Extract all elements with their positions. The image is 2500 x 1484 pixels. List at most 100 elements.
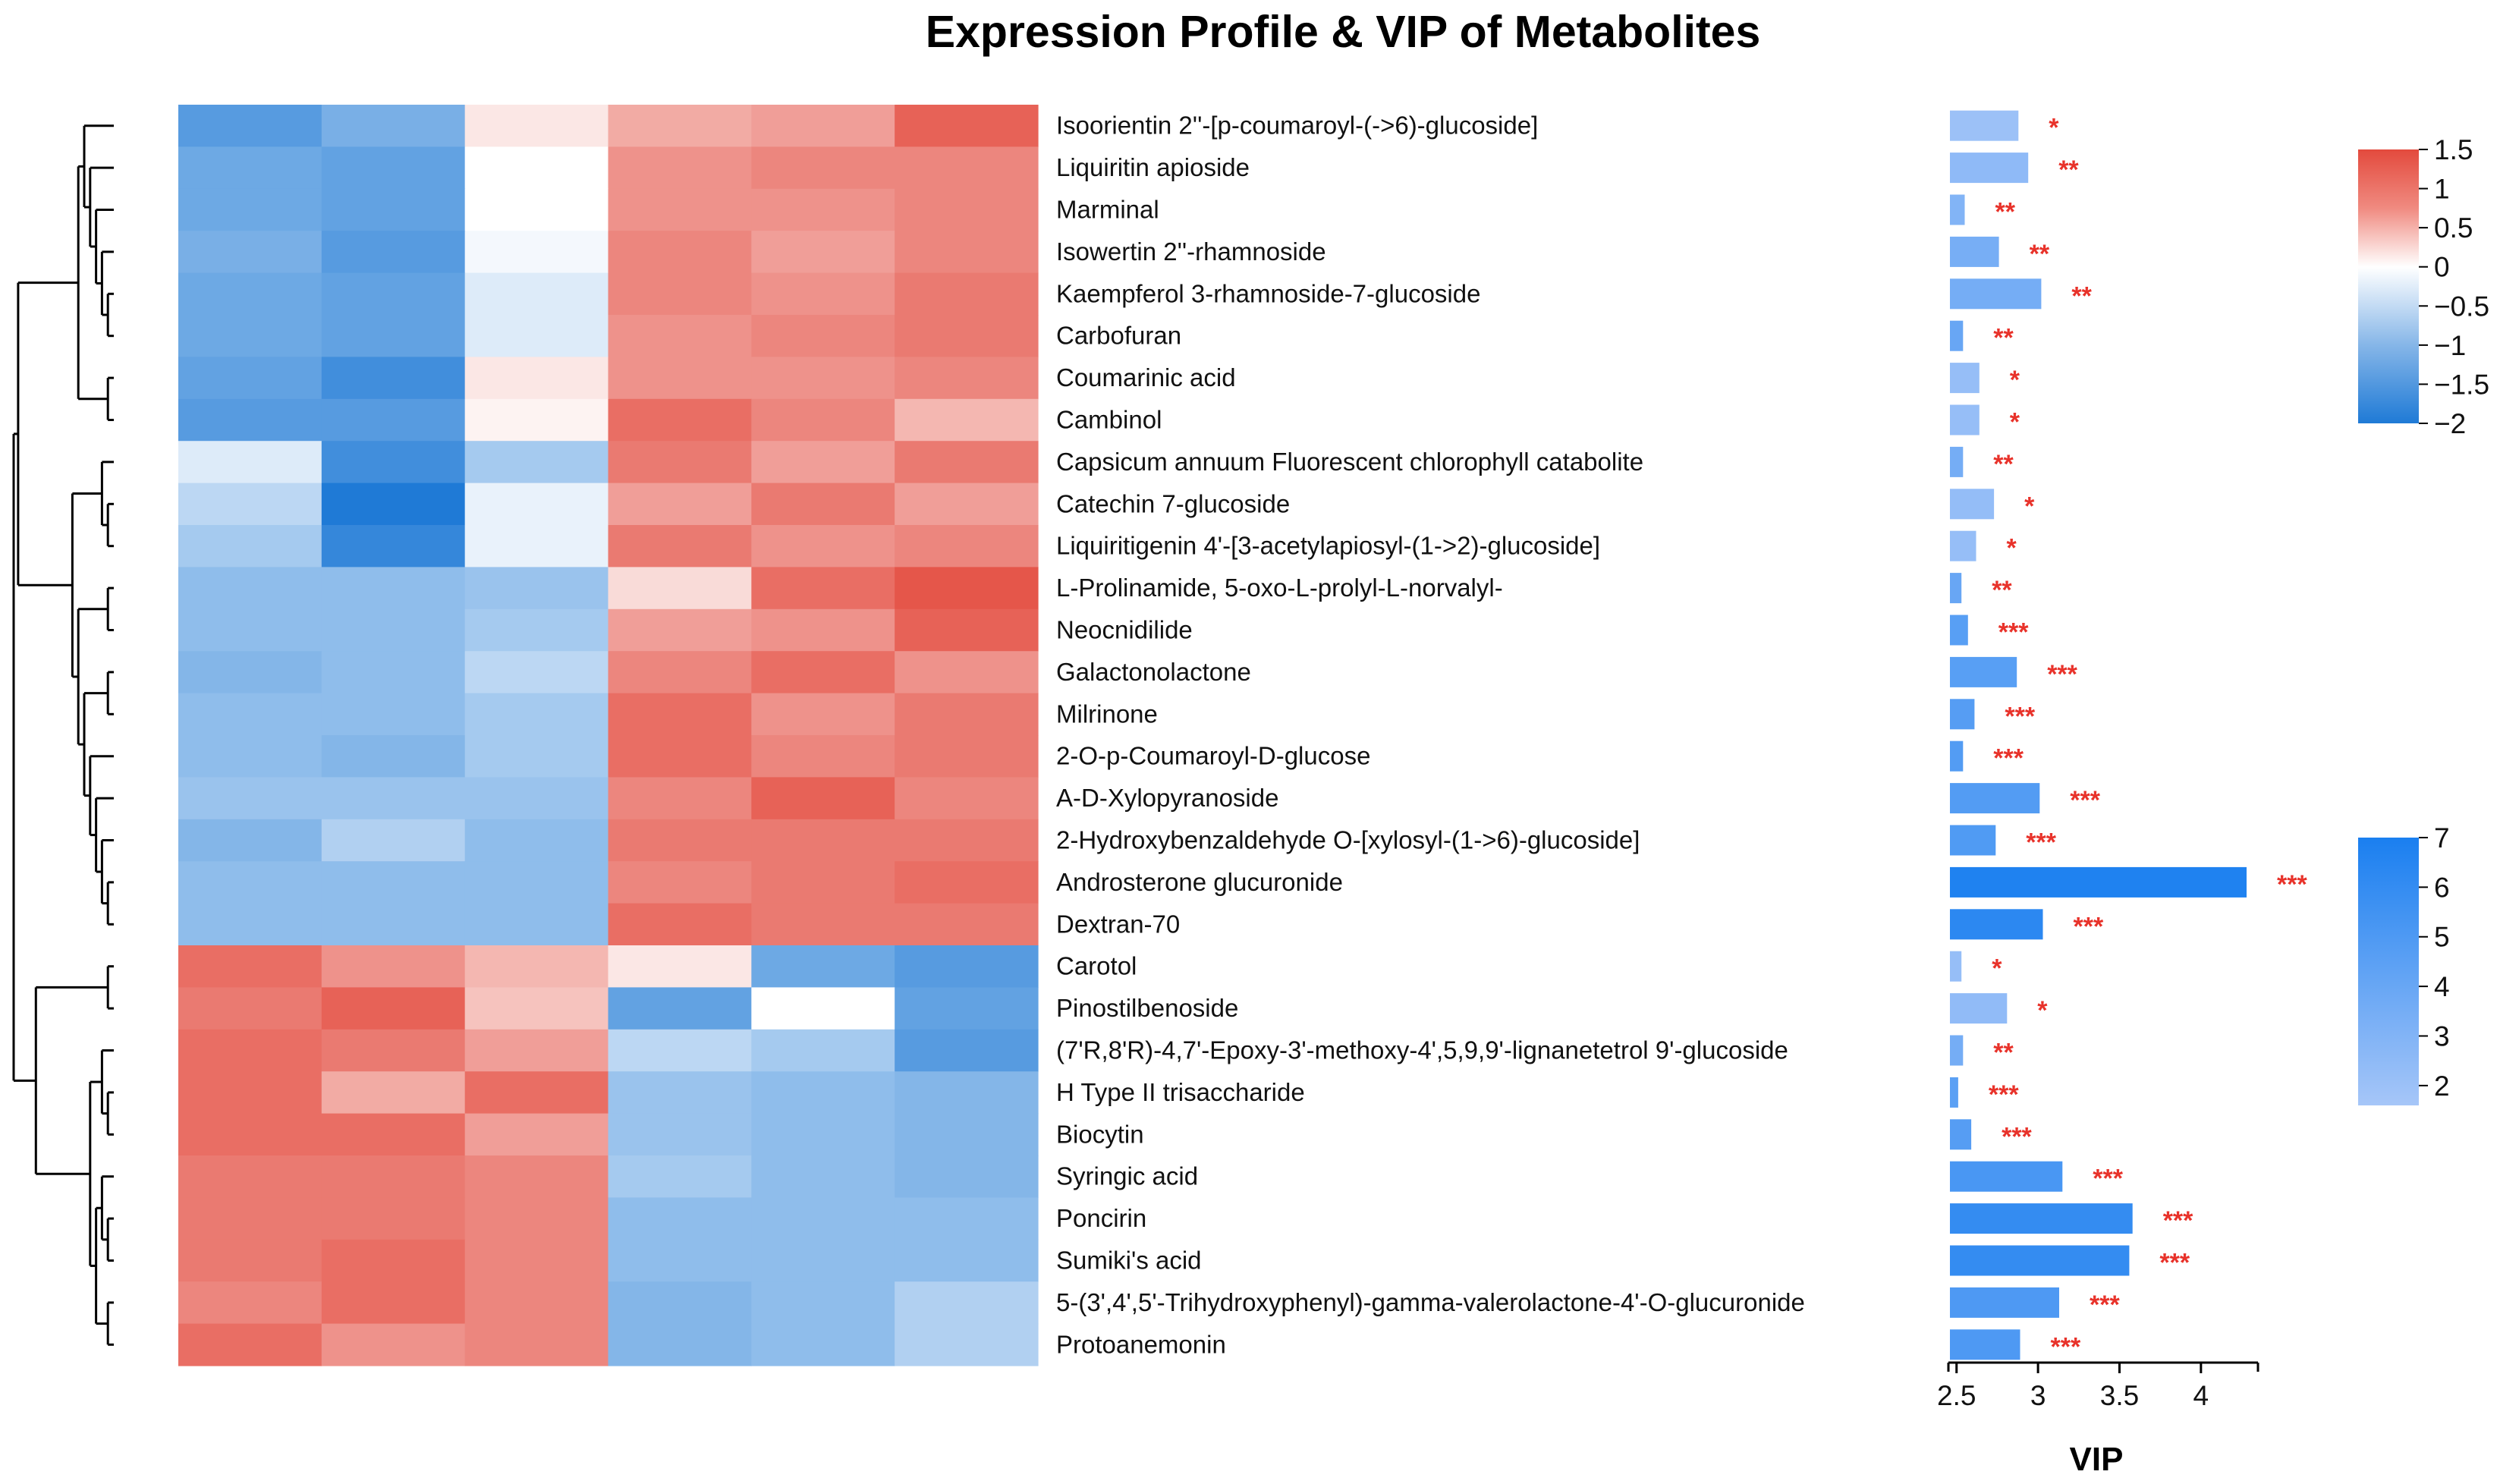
heatmap-cell xyxy=(178,105,322,147)
heatmap-cell xyxy=(178,903,322,946)
heatmap-cell xyxy=(321,231,466,274)
heatmap-cell xyxy=(178,483,322,526)
vip-bar xyxy=(1950,1161,2063,1192)
vip-bar xyxy=(1950,1119,1972,1150)
significance-mark: *** xyxy=(2047,660,2077,689)
heatmap-cell xyxy=(895,105,1039,147)
heatmap-cell xyxy=(321,651,466,694)
heat-legend-label: 0.5 xyxy=(2434,212,2473,244)
heat-legend-label: −0.5 xyxy=(2434,291,2489,322)
heatmap-cell xyxy=(321,357,466,400)
heatmap-cell xyxy=(464,398,609,442)
heatmap-cell xyxy=(321,1239,466,1282)
metabolite-label: 2-Hydroxybenzaldehyde O-[xylosyl-(1->6)-… xyxy=(1056,826,1640,854)
significance-mark: *** xyxy=(2159,1249,2190,1278)
heatmap-cell xyxy=(895,1323,1039,1366)
heatmap-cell xyxy=(178,987,322,1030)
significance-mark: ** xyxy=(1992,576,2012,605)
heatmap-cell xyxy=(895,945,1039,988)
chart-title: Expression Profile & VIP of Metabolites xyxy=(926,7,1761,57)
heatmap-cell xyxy=(464,1071,609,1115)
heatmap-cell xyxy=(464,1323,609,1366)
significance-mark: *** xyxy=(2093,1165,2123,1193)
metabolite-label: Kaempferol 3-rhamnoside-7-glucoside xyxy=(1056,279,1480,307)
heatmap-cell xyxy=(321,819,466,862)
significance-mark: * xyxy=(2010,408,2020,437)
significance-mark: ** xyxy=(1993,1039,2014,1067)
heatmap-cell xyxy=(608,735,752,778)
heatmap-cell xyxy=(751,1071,895,1115)
metabolite-label: Neocnidilide xyxy=(1056,616,1193,644)
vip-legend-label: 2 xyxy=(2434,1071,2450,1102)
heatmap-cell xyxy=(321,105,466,147)
heatmap-cell xyxy=(751,146,895,190)
vip-bar xyxy=(1950,236,1999,267)
heatmap-cell xyxy=(608,1281,752,1325)
metabolite-label: Liquiritigenin 4'-[3-acetylapiosyl-(1->2… xyxy=(1056,532,1600,560)
metabolite-label: Protoanemonin xyxy=(1056,1330,1226,1358)
vip-legend-label: 5 xyxy=(2434,922,2450,953)
heatmap-cell xyxy=(895,1113,1039,1156)
heatmap-cell xyxy=(321,945,466,988)
heatmap-cell xyxy=(608,315,752,357)
vip-bar xyxy=(1950,278,2042,310)
heatmap-cell xyxy=(751,357,895,400)
vip-bar xyxy=(1950,110,2019,141)
vip-bar xyxy=(1950,951,1962,982)
heatmap-cell xyxy=(178,1113,322,1156)
vip-bar xyxy=(1950,1329,2020,1360)
heatmap-cell xyxy=(751,1029,895,1072)
heatmap-cell xyxy=(608,1323,752,1366)
significance-mark: ** xyxy=(2071,281,2092,310)
heatmap-cell xyxy=(178,735,322,778)
metabolite-label: Galactonolactone xyxy=(1056,658,1251,686)
heatmap-cell xyxy=(751,651,895,694)
heatmap-cell xyxy=(751,188,895,231)
metabolite-label: Androsterone glucuronide xyxy=(1056,868,1343,896)
heatmap-cell xyxy=(178,777,322,820)
heatmap-cell xyxy=(178,861,322,904)
heatmap-cell xyxy=(464,693,609,736)
significance-mark: ** xyxy=(2058,156,2079,184)
heatmap-cell xyxy=(321,1071,466,1115)
vip-axis-label: VIP xyxy=(2070,1441,2124,1478)
metabolite-label: 5-(3',4',5'-Trihydroxyphenyl)-gamma-vale… xyxy=(1056,1288,1805,1316)
metabolite-label: Carotol xyxy=(1056,952,1137,980)
heatmap-cell xyxy=(751,903,895,946)
heatmap-cell xyxy=(608,903,752,946)
significance-mark: *** xyxy=(1993,744,2024,773)
heatmap-cell xyxy=(178,945,322,988)
heatmap-cell xyxy=(895,1197,1039,1240)
heatmap-cell xyxy=(321,608,466,652)
vip-legend-label: 7 xyxy=(2434,822,2450,854)
heatmap-cell xyxy=(895,483,1039,526)
heatmap-cell xyxy=(464,188,609,231)
heatmap-cell xyxy=(464,608,609,652)
heatmap-cell xyxy=(321,525,466,568)
vip-tick-label: 3 xyxy=(2030,1380,2046,1411)
heatmap-cell xyxy=(464,777,609,820)
heatmap-cell xyxy=(321,1155,466,1198)
heatmap-cell xyxy=(895,567,1039,610)
heatmap-cell xyxy=(608,1113,752,1156)
metabolite-label: Catechin 7-glucoside xyxy=(1056,489,1290,517)
metabolite-label: A-D-Xylopyranoside xyxy=(1056,784,1278,812)
heatmap-cell xyxy=(321,1029,466,1072)
vip-bar xyxy=(1950,1245,2130,1276)
heatmap-cell xyxy=(751,483,895,526)
heatmap-cell xyxy=(464,819,609,862)
heatmap-cell xyxy=(178,1197,322,1240)
heatmap-cell xyxy=(608,441,752,484)
metabolite-label: Isoorientin 2''-[p-coumaroyl-(->6)-gluco… xyxy=(1056,112,1538,140)
heatmap-cell xyxy=(895,1071,1039,1115)
heatmap-cell xyxy=(321,1323,466,1366)
heatmap xyxy=(178,105,1039,1366)
heatmap-cell xyxy=(751,315,895,357)
heatmap-cell xyxy=(321,398,466,442)
heatmap-cell xyxy=(321,777,466,820)
heatmap-cell xyxy=(895,315,1039,357)
significance-mark: ** xyxy=(1995,198,2016,227)
heatmap-cell xyxy=(178,1155,322,1198)
heatmap-cell xyxy=(751,777,895,820)
heatmap-cell xyxy=(321,861,466,904)
